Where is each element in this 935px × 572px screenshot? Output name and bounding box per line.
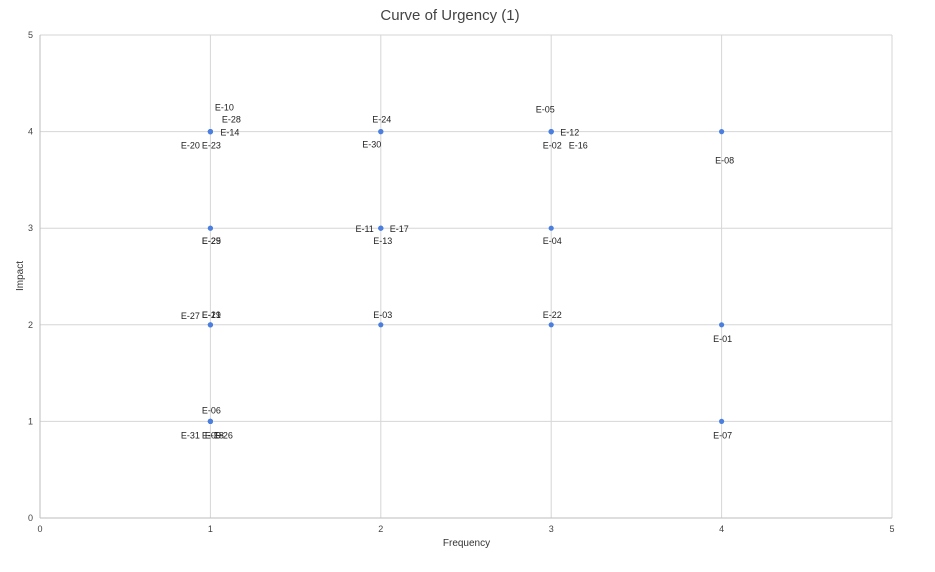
data-point <box>549 322 554 327</box>
chart-title: Curve of Urgency (1) <box>380 7 519 24</box>
data-label: E-03 <box>373 310 392 320</box>
x-tick-label: 1 <box>208 524 213 534</box>
data-point <box>719 322 724 327</box>
x-tick-label: 4 <box>719 524 724 534</box>
data-label: E-16 <box>569 141 588 151</box>
data-label: E-17 <box>390 224 409 234</box>
data-label: E-28 <box>222 115 241 125</box>
y-tick-label: 0 <box>28 513 33 523</box>
data-point <box>719 129 724 134</box>
data-point <box>208 419 213 424</box>
data-point <box>719 419 724 424</box>
x-tick-label: 5 <box>889 524 894 534</box>
y-tick-label: 2 <box>28 320 33 330</box>
y-tick-label: 1 <box>28 416 33 426</box>
data-label: E-13 <box>373 236 392 246</box>
x-tick-label: 2 <box>378 524 383 534</box>
data-point <box>378 322 383 327</box>
data-point <box>378 226 383 231</box>
data-point <box>549 129 554 134</box>
y-tick-label: 5 <box>28 30 33 40</box>
y-axis-title: Impact <box>15 261 26 291</box>
data-label: E-07 <box>713 430 732 440</box>
data-label: E-06 <box>202 405 221 415</box>
x-axis-title: Frequency <box>443 538 490 549</box>
data-label: E-23 <box>202 141 221 151</box>
data-label: E-02 <box>543 141 562 151</box>
data-label: E-10 <box>215 103 234 113</box>
data-label: E-08 <box>715 156 734 166</box>
data-label: E-22 <box>543 310 562 320</box>
data-point <box>378 129 383 134</box>
x-tick-label: 3 <box>549 524 554 534</box>
data-label: E-31 <box>181 430 200 440</box>
x-tick-label: 0 <box>37 524 42 534</box>
data-label: E-04 <box>543 236 562 246</box>
data-point <box>208 129 213 134</box>
y-tick-label: 4 <box>28 127 33 137</box>
data-label: E-05 <box>536 105 555 115</box>
data-label: E-12 <box>560 128 579 138</box>
data-label: E-24 <box>372 115 391 125</box>
data-label: E-11 <box>355 224 373 234</box>
data-label: E-26 <box>214 430 233 440</box>
data-label: E-14 <box>220 128 239 138</box>
data-point <box>208 322 213 327</box>
data-label: E-29 <box>202 236 221 246</box>
data-label: E-20 <box>181 141 200 151</box>
data-label: E-30 <box>362 140 381 150</box>
data-label: E-19 <box>202 310 221 320</box>
data-point <box>549 226 554 231</box>
y-tick-label: 3 <box>28 223 33 233</box>
data-label: E-27 <box>181 311 200 321</box>
data-point <box>208 226 213 231</box>
data-label: E-01 <box>713 334 732 344</box>
